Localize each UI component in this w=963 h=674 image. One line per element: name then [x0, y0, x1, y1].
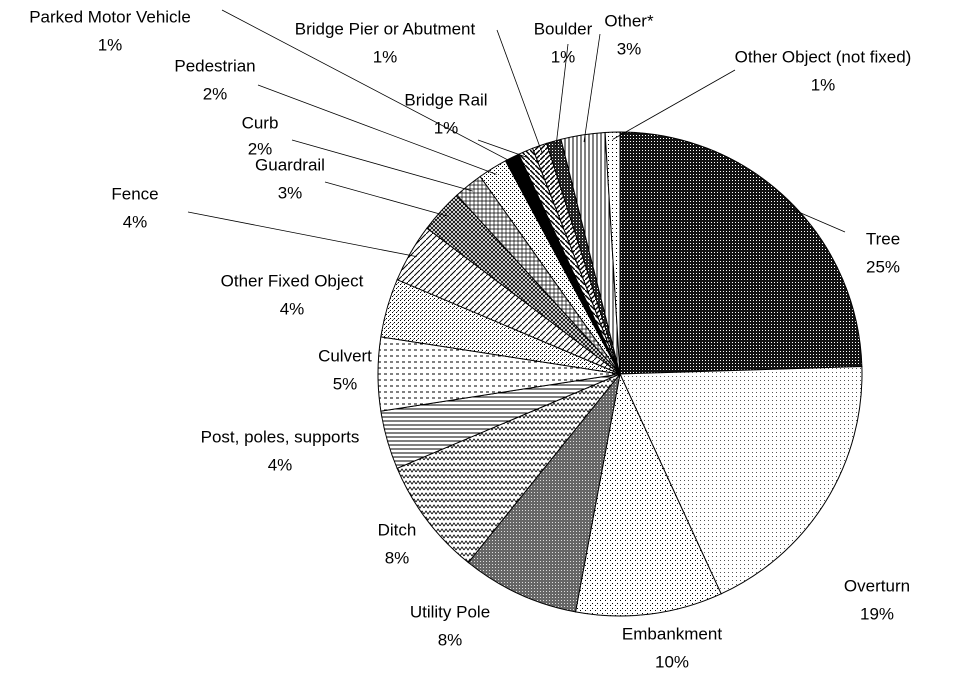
- slice-value-label: 4%: [123, 212, 148, 231]
- slice-value-label: 2%: [203, 84, 228, 103]
- slice-label: Boulder: [534, 19, 593, 38]
- slice-value-label: 10%: [655, 652, 689, 671]
- slice-label: Tree: [866, 229, 900, 248]
- slice-value-label: 8%: [438, 630, 463, 649]
- leader-line: [783, 205, 846, 233]
- leader-line: [477, 139, 529, 159]
- slice-label: Bridge Pier or Abutment: [295, 19, 476, 38]
- slice-label: Utility Pole: [410, 602, 490, 621]
- leader-line: [555, 43, 569, 149]
- pie-slice: [467, 373, 621, 613]
- labels: Tree 25% Overturn 19% Embankment 10% Utility P…: [29, 7, 911, 671]
- slice-label: Post, poles, supports: [201, 427, 360, 446]
- slice-value-label: 5%: [333, 374, 358, 393]
- slice-value-label: 19%: [860, 604, 894, 623]
- slice-label: Other Object (not fixed): [735, 47, 912, 66]
- leader-line: [187, 211, 417, 258]
- slice-value-label: 1%: [98, 35, 123, 54]
- slice-label: Pedestrian: [174, 56, 255, 75]
- leader-line: [291, 139, 473, 192]
- pie-slice: [604, 131, 621, 375]
- leader-line: [583, 33, 601, 143]
- slice-value-label: 4%: [280, 299, 305, 318]
- pie-slice: [396, 373, 621, 564]
- slices: [377, 131, 863, 617]
- leader-line: [496, 29, 543, 153]
- leader-line: [612, 69, 736, 140]
- slice-label: Bridge Rail: [404, 90, 487, 109]
- slice-value-label: 1%: [551, 47, 576, 66]
- slice-label: Other*: [604, 11, 654, 30]
- slice-value-label: 3%: [617, 39, 642, 58]
- slice-value-label: 1%: [811, 75, 836, 94]
- pie-slice: [574, 372, 722, 617]
- slice-label: Other Fixed Object: [221, 271, 364, 290]
- slice-value-label: 8%: [385, 548, 410, 567]
- slice-value-label: 4%: [268, 455, 293, 474]
- slice-value-label: 3%: [278, 183, 303, 202]
- pie-slice: [619, 366, 863, 595]
- slice-value-label: 1%: [373, 47, 398, 66]
- leader-line: [324, 181, 447, 217]
- slice-label: Culvert: [318, 346, 372, 365]
- leader-line: [221, 9, 516, 165]
- slice-label: Fence: [111, 184, 158, 203]
- slice-label: Curb: [242, 113, 279, 132]
- slice-label: Guardrail: [255, 155, 325, 174]
- slice-value-label: 2%: [248, 139, 273, 158]
- slice-label: Ditch: [378, 520, 417, 539]
- slice-value-label: 1%: [434, 118, 459, 137]
- slice-label: Parked Motor Vehicle: [29, 7, 191, 26]
- slice-value-label: 25%: [866, 257, 900, 276]
- slice-label: Embankment: [622, 624, 722, 643]
- slice-label: Overturn: [844, 576, 910, 595]
- pie-slice: [619, 131, 863, 375]
- leader-line: [257, 84, 497, 175]
